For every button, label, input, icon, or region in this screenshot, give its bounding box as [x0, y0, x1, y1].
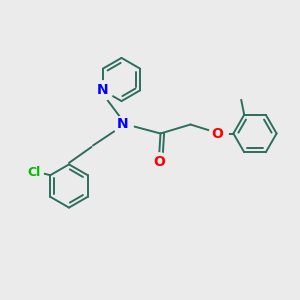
Text: N: N [97, 83, 109, 97]
Text: O: O [153, 155, 165, 169]
Text: Cl: Cl [27, 166, 40, 179]
Text: N: N [117, 118, 129, 131]
Text: O: O [212, 127, 224, 140]
